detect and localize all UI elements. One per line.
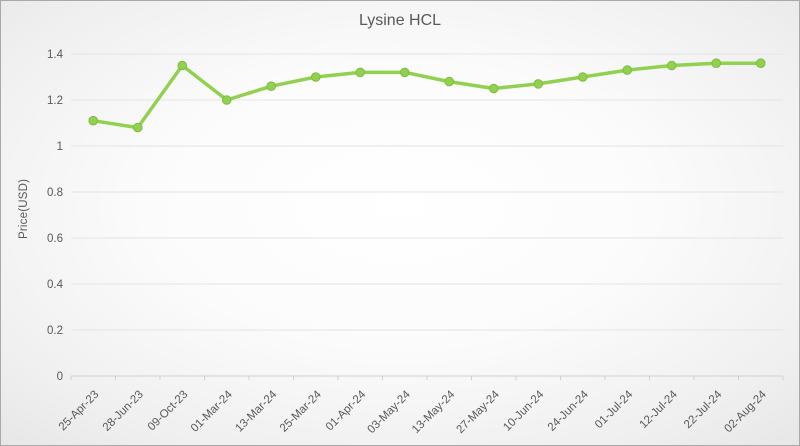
data-point-marker [711, 58, 722, 69]
y-axis-title: Price(USD) [18, 178, 30, 240]
x-tick-label: 03-May-24 [366, 388, 414, 436]
data-point-marker [355, 67, 366, 78]
x-tick-label: 25-Mar-24 [278, 388, 324, 434]
data-point-marker [755, 58, 766, 69]
y-tick-label: 0 [57, 371, 63, 383]
x-tick-label: 28-Jun-23 [101, 389, 146, 434]
data-point-marker [399, 67, 410, 78]
y-tick-label: 1 [57, 141, 63, 153]
x-tick-label: 01-Mar-24 [189, 388, 235, 434]
data-point-marker [310, 72, 321, 82]
data-point-marker [88, 115, 99, 126]
x-tick-label: 13-Mar-24 [233, 388, 279, 434]
x-tick-label: 01-Jul-24 [593, 388, 636, 431]
y-tick-label: 0.4 [47, 279, 64, 291]
y-tick-label: 0.2 [47, 325, 63, 337]
data-point-marker [488, 83, 499, 94]
y-tick-label: 1.2 [47, 95, 63, 107]
x-tick-label: 24-Jun-24 [546, 388, 592, 434]
x-tick-label: 02-Aug-24 [722, 388, 769, 435]
x-tick-label: 01-Apr-24 [324, 388, 369, 433]
y-tick-label: 1.4 [47, 49, 64, 61]
x-tick-label: 10-Jun-24 [501, 388, 547, 434]
chart-title: Lysine HCL [358, 12, 442, 29]
data-point-marker [533, 79, 544, 89]
x-tick-label: 27-May-24 [455, 388, 503, 436]
data-point-marker [622, 65, 633, 75]
x-tick-label: 22-Jul-24 [682, 388, 725, 431]
x-tick-label: 13-May-24 [410, 388, 458, 436]
data-point-marker [266, 81, 277, 91]
data-point-marker [221, 95, 232, 105]
x-tick-label: 25-Apr-23 [57, 389, 102, 434]
data-point-marker [577, 72, 588, 82]
data-point-marker [177, 60, 188, 71]
y-tick-label: 0.6 [47, 233, 63, 245]
series-line [91, 61, 763, 130]
y-tick-label: 0.8 [47, 187, 63, 199]
data-point-marker [666, 60, 677, 71]
x-tick-label: 09-Oct-23 [146, 389, 191, 434]
data-point-marker [132, 122, 143, 133]
x-tick-label: 12-Jul-24 [637, 388, 680, 431]
data-point-marker [444, 76, 455, 87]
